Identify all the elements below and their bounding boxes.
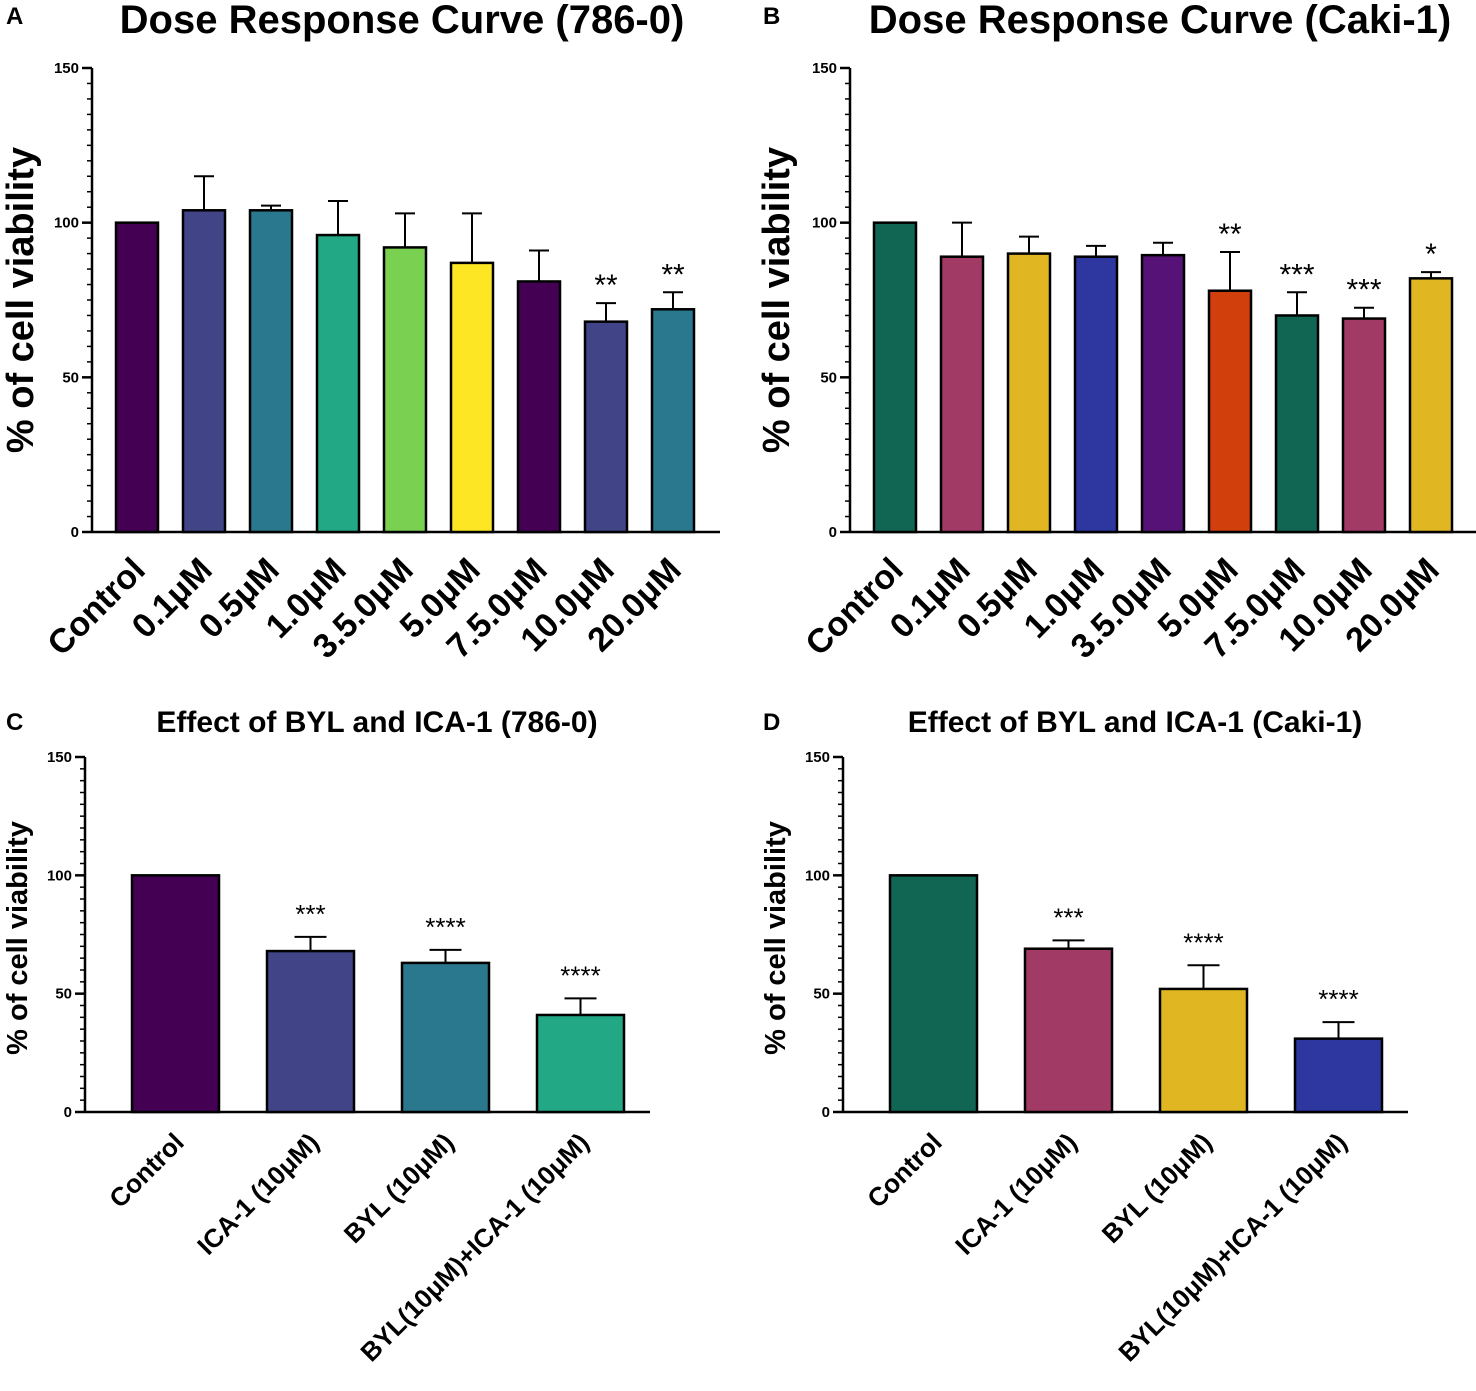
significance-marker: **** bbox=[425, 912, 465, 942]
significance-marker: *** bbox=[1053, 902, 1083, 932]
panel-letter: D bbox=[763, 709, 780, 736]
y-axis-label: % of cell viability bbox=[756, 147, 798, 453]
x-tick-label: ICA-1 (10μM) bbox=[191, 1127, 325, 1261]
chart-panel-b: B Dose Response Curve (Caki-1) % of cell v… bbox=[756, 0, 1476, 666]
bar bbox=[535, 1013, 626, 1114]
bar bbox=[265, 949, 356, 1114]
bar bbox=[1073, 255, 1119, 534]
significance-marker: *** bbox=[1346, 274, 1381, 307]
y-tick-label: 100 bbox=[812, 215, 837, 232]
significance-marker: **** bbox=[560, 960, 600, 990]
panel-letter: C bbox=[6, 709, 23, 736]
bar bbox=[872, 221, 918, 534]
significance-marker: ** bbox=[661, 258, 685, 291]
y-tick-label: 100 bbox=[54, 215, 79, 232]
y-tick-label: 50 bbox=[813, 986, 830, 1003]
bar bbox=[382, 246, 428, 534]
y-axis-label: % of cell viability bbox=[760, 821, 792, 1055]
bar bbox=[248, 209, 294, 534]
y-axis-label: % of cell viability bbox=[0, 147, 42, 453]
y-tick-label: 50 bbox=[62, 369, 79, 386]
y-tick-label: 100 bbox=[805, 867, 830, 884]
x-tick-label: Control bbox=[861, 1127, 948, 1214]
significance-marker: **** bbox=[1183, 927, 1223, 957]
bar bbox=[315, 233, 361, 534]
bar bbox=[1274, 314, 1320, 534]
bar bbox=[449, 261, 495, 534]
significance-marker: *** bbox=[1279, 258, 1314, 291]
significance-marker: ** bbox=[594, 269, 618, 302]
x-tick-label: BYL(10μM)+ICA-1 (10μM) bbox=[354, 1127, 594, 1367]
chart-title: Dose Response Curve (Caki-1) bbox=[869, 0, 1451, 42]
y-tick-label: 100 bbox=[47, 867, 72, 884]
bar bbox=[516, 280, 562, 534]
chart-title: Effect of BYL and ICA-1 (786-0) bbox=[156, 706, 597, 739]
x-tick-label: Control bbox=[103, 1127, 190, 1214]
x-tick-label: BYL(10μM)+ICA-1 (10μM) bbox=[1112, 1127, 1352, 1367]
y-tick-label: 150 bbox=[805, 749, 830, 766]
bar bbox=[114, 221, 160, 534]
y-tick-label: 0 bbox=[64, 1104, 72, 1121]
y-tick-label: 150 bbox=[812, 60, 837, 77]
bar bbox=[400, 961, 491, 1114]
y-tick-label: 150 bbox=[47, 749, 72, 766]
y-tick-label: 50 bbox=[820, 369, 837, 386]
x-tick-label: ICA-1 (10μM) bbox=[949, 1127, 1083, 1261]
significance-marker: *** bbox=[295, 899, 325, 929]
chart-title: Dose Response Curve (786-0) bbox=[120, 0, 685, 42]
y-tick-label: 150 bbox=[54, 60, 79, 77]
bar bbox=[939, 255, 985, 534]
bar bbox=[583, 320, 629, 534]
x-tick-label: BYL (10μM) bbox=[1096, 1127, 1218, 1249]
y-tick-label: 0 bbox=[829, 524, 837, 541]
panel-letter: B bbox=[763, 3, 780, 30]
chart-panel-d: D Effect of BYL and ICA-1 (Caki-1) % of ce… bbox=[760, 706, 1408, 1367]
bar bbox=[130, 874, 221, 1114]
bar bbox=[1158, 987, 1249, 1114]
bar bbox=[1293, 1037, 1384, 1114]
y-axis-label: % of cell viability bbox=[2, 821, 34, 1055]
y-tick-label: 0 bbox=[822, 1104, 830, 1121]
bar bbox=[1341, 317, 1387, 534]
chart-panel-c: C Effect of BYL and ICA-1 (786-0) % of cel… bbox=[2, 706, 650, 1367]
significance-marker: * bbox=[1425, 238, 1437, 271]
panel-letter: A bbox=[6, 3, 23, 30]
bar bbox=[1408, 277, 1454, 534]
bar bbox=[181, 209, 227, 534]
significance-marker: ** bbox=[1218, 218, 1242, 251]
x-tick-label: BYL (10μM) bbox=[338, 1127, 460, 1249]
y-tick-label: 0 bbox=[71, 524, 79, 541]
bar bbox=[1140, 253, 1186, 534]
significance-marker: **** bbox=[1318, 984, 1358, 1014]
bar bbox=[650, 308, 696, 534]
bar bbox=[888, 874, 979, 1114]
bar bbox=[1023, 947, 1114, 1114]
chart-panel-a: A Dose Response Curve (786-0) % of cell vi… bbox=[0, 0, 720, 666]
bar bbox=[1207, 289, 1253, 534]
chart-title: Effect of BYL and ICA-1 (Caki-1) bbox=[908, 706, 1363, 739]
y-tick-label: 50 bbox=[55, 986, 72, 1003]
bar bbox=[1006, 252, 1052, 534]
